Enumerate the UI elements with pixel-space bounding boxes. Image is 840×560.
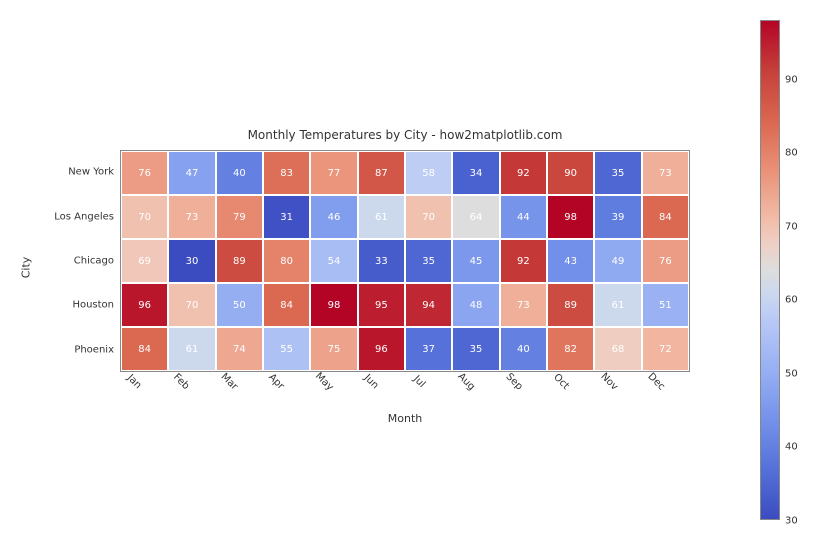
- heatmap-cell: 34: [452, 151, 499, 195]
- x-axis-label: Month: [120, 412, 690, 425]
- heatmap-cell: 76: [121, 151, 168, 195]
- heatmap-cell: 35: [452, 327, 499, 371]
- colorbar-tick: 60: [779, 295, 798, 306]
- heatmap-cell: 37: [405, 327, 452, 371]
- x-tick-label: Sep: [503, 371, 524, 392]
- y-tick-label: Los Angeles: [0, 211, 114, 222]
- heatmap-cell: 61: [168, 327, 215, 371]
- heatmap-cell: 68: [594, 327, 641, 371]
- heatmap-cell: 77: [310, 151, 357, 195]
- y-tick-label: Chicago: [0, 256, 114, 267]
- heatmap-cell: 83: [263, 151, 310, 195]
- heatmap-grid: 7647408377875834929035737073793146617064…: [120, 150, 690, 372]
- heatmap-cell: 73: [500, 283, 547, 327]
- heatmap-cell: 39: [594, 195, 641, 239]
- colorbar: 30405060708090: [760, 20, 780, 520]
- heatmap-cell: 82: [547, 327, 594, 371]
- heatmap-cell: 55: [263, 327, 310, 371]
- heatmap-cell: 70: [121, 195, 168, 239]
- x-tick-label: May: [313, 371, 335, 393]
- heatmap-cell: 70: [168, 283, 215, 327]
- heatmap-cell: 58: [405, 151, 452, 195]
- heatmap-cell: 84: [121, 327, 168, 371]
- heatmap-cell: 69: [121, 239, 168, 283]
- heatmap-cell: 73: [642, 151, 689, 195]
- heatmap-cell: 30: [168, 239, 215, 283]
- heatmap-cell: 90: [547, 151, 594, 195]
- heatmap-cell: 96: [121, 283, 168, 327]
- x-tick-label: Jul: [411, 374, 427, 390]
- y-tick-label: Phoenix: [0, 344, 114, 355]
- heatmap-cell: 75: [310, 327, 357, 371]
- colorbar-tick: 70: [779, 221, 798, 232]
- x-tick-label: Apr: [266, 372, 286, 392]
- heatmap-cell: 44: [500, 195, 547, 239]
- heatmap-cell: 89: [216, 239, 263, 283]
- y-axis-label: City: [19, 257, 32, 279]
- x-tick-label: Feb: [171, 372, 191, 392]
- heatmap-cell: 64: [452, 195, 499, 239]
- colorbar-tick: 80: [779, 148, 798, 159]
- colorbar-tick: 90: [779, 74, 798, 85]
- heatmap-cell: 43: [547, 239, 594, 283]
- heatmap-cell: 73: [168, 195, 215, 239]
- x-tick-label: Oct: [551, 372, 571, 392]
- heatmap-cell: 45: [452, 239, 499, 283]
- x-tick-label: Jun: [362, 372, 381, 391]
- heatmap-cell: 61: [358, 195, 405, 239]
- heatmap-cell: 94: [405, 283, 452, 327]
- heatmap-cell: 50: [216, 283, 263, 327]
- heatmap-cell: 96: [358, 327, 405, 371]
- heatmap-cell: 33: [358, 239, 405, 283]
- heatmap-cell: 89: [547, 283, 594, 327]
- colorbar-tick: 50: [779, 368, 798, 379]
- heatmap-cell: 61: [594, 283, 641, 327]
- colorbar-tick: 40: [779, 442, 798, 453]
- y-tick-label: Houston: [0, 300, 114, 311]
- heatmap-cell: 49: [594, 239, 641, 283]
- heatmap-cell: 98: [310, 283, 357, 327]
- heatmap-cell: 54: [310, 239, 357, 283]
- heatmap-cell: 72: [642, 327, 689, 371]
- heatmap-cell: 76: [642, 239, 689, 283]
- x-tick-label: Mar: [218, 371, 239, 392]
- heatmap-cell: 31: [263, 195, 310, 239]
- heatmap-cell: 98: [547, 195, 594, 239]
- heatmap-cell: 80: [263, 239, 310, 283]
- heatmap-cell: 40: [216, 151, 263, 195]
- heatmap-cell: 40: [500, 327, 547, 371]
- x-tick-label: Dec: [646, 371, 667, 392]
- heatmap-cell: 87: [358, 151, 405, 195]
- y-tick-label: New York: [0, 167, 114, 178]
- heatmap-cell: 35: [405, 239, 452, 283]
- heatmap-cell: 35: [594, 151, 641, 195]
- heatmap-cell: 51: [642, 283, 689, 327]
- heatmap-cell: 84: [263, 283, 310, 327]
- heatmap-cell: 79: [216, 195, 263, 239]
- x-tick-label: Aug: [456, 371, 478, 393]
- heatmap-cell: 92: [500, 239, 547, 283]
- colorbar-tick: 30: [779, 516, 798, 527]
- x-tick-label: Nov: [598, 371, 620, 393]
- chart-title: Monthly Temperatures by City - how2matpl…: [120, 128, 690, 142]
- heatmap-cell: 46: [310, 195, 357, 239]
- heatmap-cell: 47: [168, 151, 215, 195]
- heatmap-cell: 48: [452, 283, 499, 327]
- heatmap-cell: 70: [405, 195, 452, 239]
- heatmap-cell: 92: [500, 151, 547, 195]
- heatmap-cell: 84: [642, 195, 689, 239]
- heatmap-cell: 74: [216, 327, 263, 371]
- chart-stage: Monthly Temperatures by City - how2matpl…: [0, 0, 840, 560]
- x-tick-label: Jan: [125, 373, 144, 392]
- heatmap-cell: 95: [358, 283, 405, 327]
